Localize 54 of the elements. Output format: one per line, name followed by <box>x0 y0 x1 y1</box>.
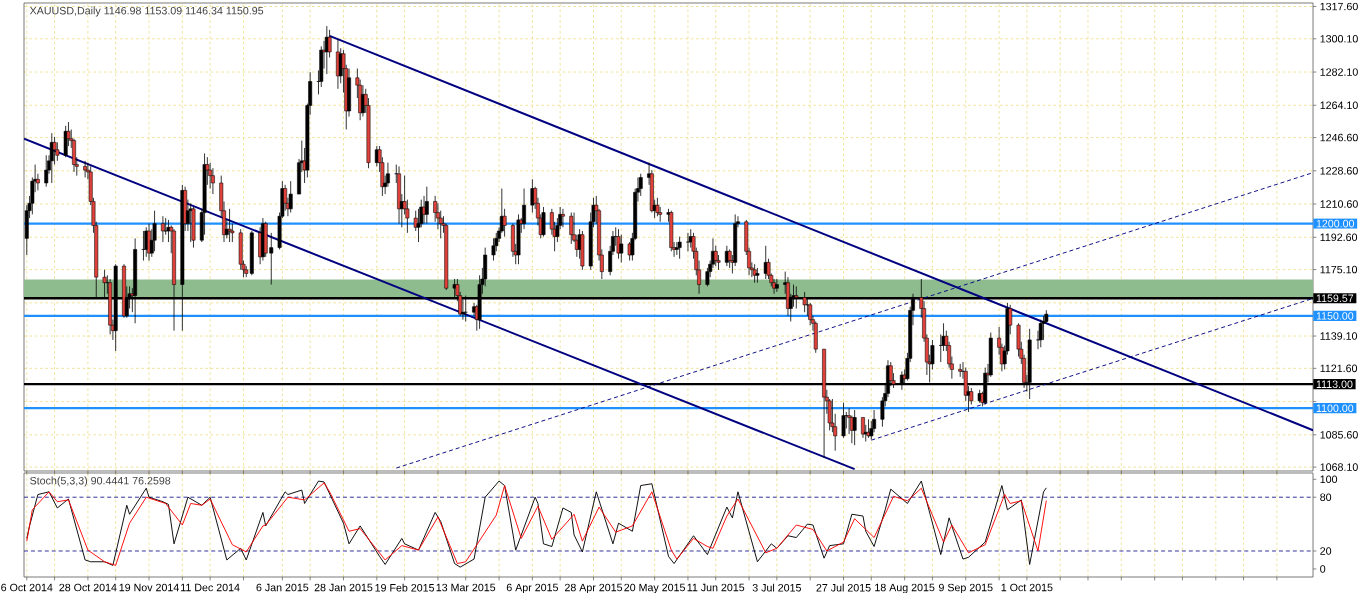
candlestick <box>619 234 624 263</box>
y-tick-label: 1228.60 <box>1320 167 1358 175</box>
y-tick-label: 1317.60 <box>1320 2 1358 11</box>
candlestick <box>327 29 332 58</box>
candlestick <box>522 188 526 230</box>
x-tick-label: 6 Jan 2015 <box>256 583 309 592</box>
y-tick-label: 1246.60 <box>1320 133 1358 142</box>
y-tick-label: 100 <box>1320 475 1338 484</box>
ref-line-label: 1100.00 <box>1316 404 1354 412</box>
x-tick-label: 20 May 2015 <box>624 583 685 593</box>
candlestick <box>686 232 690 252</box>
y-tick-label: 1139.10 <box>1320 332 1358 340</box>
candlestick <box>755 267 760 284</box>
x-tick-label: 9 Sep 2015 <box>938 583 993 593</box>
y-tick-label: 1300.10 <box>1320 35 1358 43</box>
y-tick-label: 1282.10 <box>1320 68 1358 76</box>
ref-line-label: 1159.57 <box>1316 294 1354 303</box>
ref-line-label: 1200.00 <box>1316 219 1355 228</box>
x-tick-label: 19 Nov 2014 <box>119 583 179 592</box>
x-tick-label: 3 Jul 2015 <box>752 583 801 592</box>
ref-line-label: 1113.00 <box>1316 380 1353 388</box>
x-tick-label: 11 Dec 2014 <box>181 583 240 592</box>
candlestick <box>52 136 57 165</box>
y-tick-label: 1175.10 <box>1320 265 1358 274</box>
y-tick-label: 1210.60 <box>1320 200 1358 208</box>
x-tick-label: 28 Jan 2015 <box>314 583 373 592</box>
y-tick-label: 1264.10 <box>1320 101 1358 110</box>
ref-line-label: 1150.00 <box>1316 312 1354 320</box>
x-tick-label: 11 Jun 2015 <box>687 583 745 592</box>
x-tick-label: 28 Oct 2014 <box>59 583 117 592</box>
y-tick-label: 80 <box>1320 493 1332 501</box>
x-tick-label: 1 Oct 2015 <box>1001 583 1053 592</box>
chart-title: XAUUSD,Daily 1146.98 1153.09 1146.34 1150.95 <box>29 6 264 17</box>
candlestick <box>491 237 496 261</box>
candlestick <box>502 208 507 237</box>
y-tick-label: 20 <box>1320 547 1332 555</box>
x-tick-label: 6 Apr 2015 <box>506 583 559 593</box>
candlestick <box>688 228 693 249</box>
y-tick-label: 0 <box>1320 565 1326 573</box>
x-tick-label: 28 Apr 2015 <box>564 583 623 593</box>
chart-title: Stoch(5,3,3) 90.4441 76.2598 <box>30 476 171 487</box>
x-tick-label: 13 Mar 2015 <box>436 583 496 592</box>
candlestick <box>861 417 865 439</box>
x-tick-label: 27 Jul 2015 <box>816 583 871 592</box>
candlestick <box>160 215 165 243</box>
x-tick-label: 6 Oct 2014 <box>1 583 53 592</box>
y-tick-label: 1121.60 <box>1320 364 1358 373</box>
x-tick-label: 18 Aug 2015 <box>875 583 935 593</box>
candlestick <box>1038 319 1043 348</box>
y-tick-label: 1192.60 <box>1320 233 1358 242</box>
y-tick-label: 1068.10 <box>1320 463 1358 471</box>
x-tick-label: 19 Feb 2015 <box>375 583 435 592</box>
candlestick <box>677 236 682 260</box>
y-tick-label: 1085.60 <box>1320 431 1358 439</box>
